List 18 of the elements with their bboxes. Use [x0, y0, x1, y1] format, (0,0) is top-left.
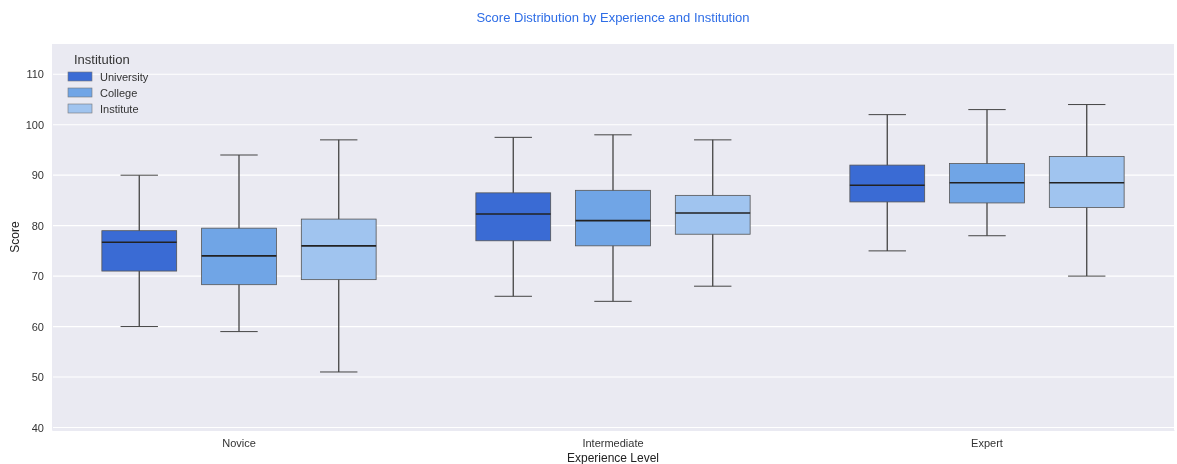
legend-label: College	[100, 87, 138, 99]
y-tick-label: 110	[26, 68, 44, 81]
x-tick-label: Intermediate	[582, 436, 644, 449]
y-tick-label: 60	[31, 320, 44, 333]
y-tick-label: 70	[31, 270, 44, 283]
x-axis-title: Experience Level	[566, 451, 660, 464]
legend-label: Institute	[100, 103, 139, 115]
y-tick-label: 40	[31, 421, 44, 434]
y-axis-title: Score	[8, 221, 22, 253]
legend-title: Institution	[74, 52, 130, 67]
x-tick-label: Expert	[971, 436, 1003, 449]
chart-title: Score Distribution by Experience and Institution	[476, 10, 750, 25]
y-tick-label: 100	[25, 118, 44, 131]
y-tick-label: 90	[31, 169, 44, 182]
y-tick-label: 50	[31, 371, 44, 384]
legend-label: University	[100, 71, 149, 83]
y-tick-label: 80	[31, 219, 44, 232]
x-tick-label: Novice	[222, 436, 256, 449]
